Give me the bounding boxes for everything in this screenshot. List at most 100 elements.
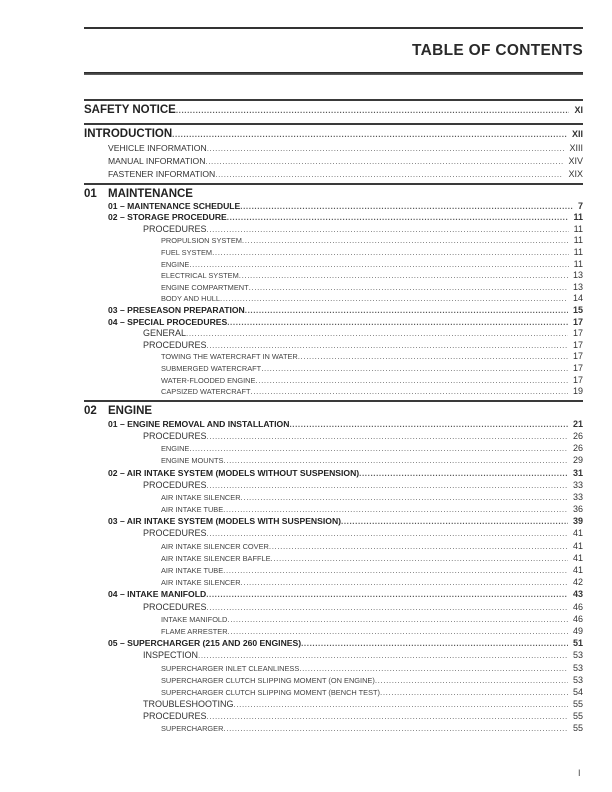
- dot-leader: [207, 602, 568, 613]
- toc-entry-level-3[interactable]: AIR INTAKE TUBE 36: [84, 503, 583, 515]
- toc-entry-level-1[interactable]: 03 – AIR INTAKE SYSTEM (MODELS WITH SUSP…: [84, 515, 583, 527]
- entry-page: 17: [572, 374, 583, 385]
- entry-page: 15: [572, 305, 583, 316]
- entry-page: 11: [573, 247, 583, 258]
- entry-page: 46: [572, 613, 583, 624]
- entry-page: 42: [572, 577, 583, 588]
- toc-entry-level-3[interactable]: FUEL SYSTEM 11: [84, 247, 583, 259]
- entry-page: 11: [573, 223, 583, 234]
- toc-entry-level-2[interactable]: TROUBLESHOOTING 55: [84, 698, 583, 710]
- toc-entry[interactable]: SAFETY NOTICE XI: [84, 103, 583, 118]
- dot-leader: [241, 577, 568, 588]
- toc-entry-level-3[interactable]: TOWING THE WATERCRAFT IN WATER 17: [84, 351, 583, 363]
- toc-entry-level-2[interactable]: PROCEDURES 17: [84, 340, 583, 352]
- entry-label: PROCEDURES: [143, 339, 207, 350]
- dot-leader: [198, 650, 568, 661]
- entry-label: 01 – MAINTENANCE SCHEDULE: [108, 200, 241, 211]
- toc-subentry[interactable]: VEHICLE INFORMATION XIII: [84, 142, 583, 155]
- section-rule: [84, 399, 583, 402]
- toc-entry-level-1[interactable]: 01 – ENGINE REMOVAL AND INSTALLATION 21: [84, 418, 583, 430]
- toc-entry-level-1[interactable]: 02 – STORAGE PROCEDURE 11: [84, 212, 583, 224]
- toc-entry-level-3[interactable]: SUPERCHARGER INLET CLEANLINESS 53: [84, 662, 583, 674]
- toc-entry-level-3[interactable]: AIR INTAKE SILENCER 42: [84, 576, 583, 588]
- chapter-heading[interactable]: 02 ENGINE: [84, 404, 583, 418]
- toc-entry-level-3[interactable]: ENGINE MOUNTS 29: [84, 454, 583, 466]
- toc-entry-level-1[interactable]: 01 – MAINTENANCE SCHEDULE 7: [84, 201, 583, 213]
- entry-label: TOWING THE WATERCRAFT IN WATER: [161, 352, 298, 362]
- toc-entry-level-1[interactable]: 02 – AIR INTAKE SYSTEM (MODELS WITHOUT S…: [84, 467, 583, 479]
- dot-leader: [245, 305, 568, 317]
- top-rule: [84, 27, 583, 29]
- entry-label: FLAME ARRESTER: [161, 626, 228, 636]
- dot-leader: [207, 528, 568, 539]
- toc-entry-level-2[interactable]: INSPECTION 53: [84, 649, 583, 661]
- chapter-heading[interactable]: 01 MAINTENANCE: [84, 187, 583, 201]
- toc-entry-level-3[interactable]: CAPSIZED WATERCRAFT 19: [84, 386, 583, 398]
- entry-page: 7: [577, 200, 583, 211]
- toc-entry-level-3[interactable]: WATER-FLOODED ENGINE 17: [84, 375, 583, 387]
- entry-page: 21: [572, 418, 583, 429]
- toc-entry-level-3[interactable]: BODY AND HULL 14: [84, 293, 583, 305]
- dot-leader: [375, 675, 568, 686]
- toc-entry-level-2[interactable]: PROCEDURES 41: [84, 527, 583, 539]
- toc-entry-level-3[interactable]: SUPERCHARGER 55: [84, 722, 583, 734]
- dot-leader: [189, 259, 568, 271]
- dot-leader: [227, 317, 568, 329]
- toc-subentry[interactable]: FASTENER INFORMATION XIX: [84, 168, 583, 181]
- section-introduction: INTRODUCTION XII VEHICLE INFORMATION XIII MA…: [84, 123, 583, 181]
- entry-label: PROCEDURES: [143, 601, 207, 612]
- toc-entry-level-3[interactable]: SUBMERGED WATERCRAFT 17: [84, 363, 583, 375]
- dot-leader: [207, 711, 568, 722]
- entry-page: 17: [572, 362, 583, 373]
- toc-entry-level-1[interactable]: 04 – SPECIAL PROCEDURES 17: [84, 317, 583, 329]
- toc-entry-level-2[interactable]: PROCEDURES 55: [84, 710, 583, 722]
- toc-entry-level-2[interactable]: PROCEDURES 26: [84, 430, 583, 442]
- toc-entry-level-1[interactable]: 05 – SUPERCHARGER (215 AND 260 ENGINES) 5…: [84, 637, 583, 649]
- toc-entry-level-3[interactable]: SUPERCHARGER CLUTCH SLIPPING MOMENT (ON …: [84, 674, 583, 686]
- toc-entry-level-2[interactable]: PROCEDURES 11: [84, 224, 583, 236]
- page-title: TABLE OF CONTENTS: [412, 42, 583, 59]
- toc-entry-level-3[interactable]: PROPULSION SYSTEM 11: [84, 235, 583, 247]
- entry-label: AIR INTAKE TUBE: [161, 505, 224, 515]
- toc-entry-level-3[interactable]: ENGINE 26: [84, 442, 583, 454]
- dot-leader: [301, 638, 568, 649]
- toc-entry-level-3[interactable]: ENGINE COMPARTMENT 13: [84, 282, 583, 294]
- toc-entry-level-2[interactable]: PROCEDURES 46: [84, 601, 583, 613]
- toc-entry-level-3[interactable]: INTAKE MANIFOLD 46: [84, 613, 583, 625]
- entry-page: 41: [572, 565, 583, 576]
- toc-entry-level-3[interactable]: SUPERCHARGER CLUTCH SLIPPING MOMENT (BEN…: [84, 686, 583, 698]
- entry-page: 36: [572, 504, 583, 515]
- dot-leader: [223, 455, 568, 466]
- dot-leader: [271, 553, 568, 564]
- table-of-contents: SAFETY NOTICE XI INTRODUCTION XII VEHICLE I…: [84, 99, 583, 735]
- entry-page: 29: [572, 455, 583, 466]
- chapter-engine: 02 ENGINE 01 – ENGINE REMOVAL AND INSTALLA…: [84, 399, 583, 735]
- toc-entry-level-3[interactable]: ENGINE 11: [84, 259, 583, 271]
- toc-entry-level-1[interactable]: 04 – INTAKE MANIFOLD 43: [84, 588, 583, 600]
- entry-page: 17: [572, 316, 583, 327]
- entry-label: 03 – AIR INTAKE SYSTEM (MODELS WITH SUSP…: [108, 516, 342, 527]
- toc-entry-level-3[interactable]: AIR INTAKE TUBE 41: [84, 564, 583, 576]
- entry-label: PROCEDURES: [143, 711, 207, 722]
- entry-label: PROCEDURES: [143, 430, 207, 441]
- toc-entry-level-3[interactable]: AIR INTAKE SILENCER BAFFLE 41: [84, 552, 583, 564]
- dot-leader: [241, 492, 568, 503]
- entry-page: 53: [572, 662, 583, 673]
- dot-leader: [251, 386, 568, 398]
- toc-entry[interactable]: INTRODUCTION XII: [84, 127, 583, 142]
- entry-page: 13: [572, 281, 583, 292]
- entry-page: 31: [572, 467, 583, 478]
- toc-entry-level-3[interactable]: AIR INTAKE SILENCER COVER 41: [84, 540, 583, 552]
- entry-label: SAFETY NOTICE: [84, 104, 176, 116]
- entry-page: 11: [573, 212, 583, 223]
- dot-leader: [176, 103, 570, 118]
- entry-label: SUBMERGED WATERCRAFT: [161, 363, 262, 373]
- toc-entry-level-2[interactable]: PROCEDURES 33: [84, 479, 583, 491]
- toc-entry-level-3[interactable]: AIR INTAKE SILENCER 33: [84, 491, 583, 503]
- toc-entry-level-2[interactable]: GENERAL 17: [84, 328, 583, 340]
- toc-entry-level-1[interactable]: 03 – PRESEASON PREPARATION 15: [84, 305, 583, 317]
- toc-entry-level-3[interactable]: ELECTRICAL SYSTEM 13: [84, 270, 583, 282]
- entry-page: 46: [572, 601, 583, 612]
- toc-subentry[interactable]: MANUAL INFORMATION XIV: [84, 155, 583, 168]
- toc-entry-level-3[interactable]: FLAME ARRESTER 49: [84, 625, 583, 637]
